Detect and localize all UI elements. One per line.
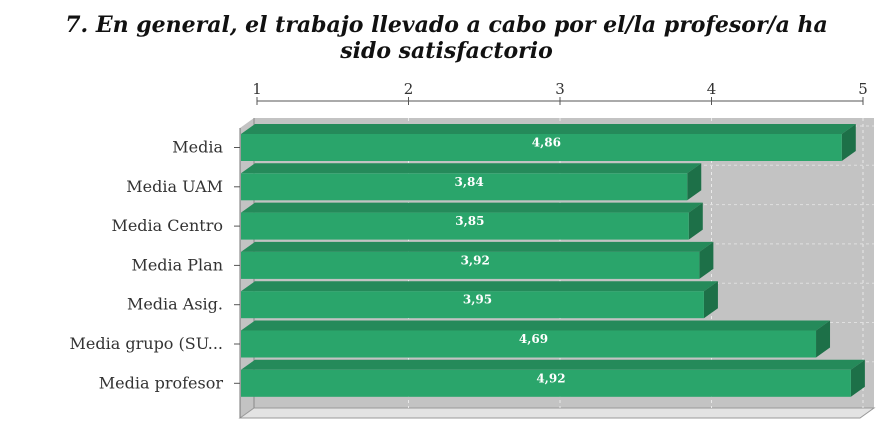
bar-top-face	[241, 163, 702, 174]
bar-value-label: 4,92	[536, 371, 565, 385]
category-label: Media Centro	[111, 216, 223, 235]
bar-top-face	[241, 202, 703, 213]
category-label: Media Plan	[131, 255, 223, 274]
x-tick-label: 5	[858, 80, 868, 98]
category-label: Media grupo (SU...	[70, 334, 223, 353]
bar-side-face	[688, 202, 703, 240]
bar-value-label: 3,85	[455, 214, 484, 228]
bar-top-face	[241, 281, 718, 292]
chart-title: 7. En general, el trabajo llevado a cabo…	[0, 12, 893, 64]
bar-value-label: 4,86	[532, 136, 561, 150]
chart-title-line-2: sido satisfactorio	[340, 38, 553, 64]
bar-side-face	[816, 320, 831, 358]
x-tick-label: 2	[404, 80, 414, 98]
category-label: Media UAM	[126, 177, 223, 196]
bar-side-face	[850, 359, 865, 397]
bar-value-label: 3,95	[463, 293, 492, 307]
bar-side-face	[699, 241, 714, 279]
bar-side-face	[703, 281, 718, 319]
bar-value-label: 3,84	[455, 175, 484, 189]
x-tick-label: 1	[252, 80, 262, 98]
bar	[241, 251, 700, 279]
category-label: Media Asig.	[127, 295, 223, 314]
bar	[241, 212, 689, 240]
chart-title-line-1: 7. En general, el trabajo llevado a cabo…	[65, 12, 828, 38]
x-tick-label: 3	[555, 80, 565, 98]
bar	[241, 330, 817, 358]
bar	[241, 291, 704, 319]
bar-side-face	[841, 124, 856, 161]
bar-top-face	[241, 124, 856, 134]
bar-top-face	[241, 241, 714, 252]
bar-value-label: 4,69	[519, 332, 548, 346]
bar	[241, 369, 851, 397]
bar-top-face	[241, 359, 865, 370]
bar-value-label: 3,92	[461, 253, 490, 267]
bar	[241, 134, 842, 161]
category-label: Media	[172, 138, 223, 157]
bar	[241, 173, 688, 201]
x-tick-label: 4	[707, 80, 717, 98]
bar-top-face	[241, 320, 831, 331]
plot-floor	[238, 407, 876, 419]
bar-side-face	[687, 163, 702, 201]
category-label: Media profesor	[99, 373, 224, 392]
